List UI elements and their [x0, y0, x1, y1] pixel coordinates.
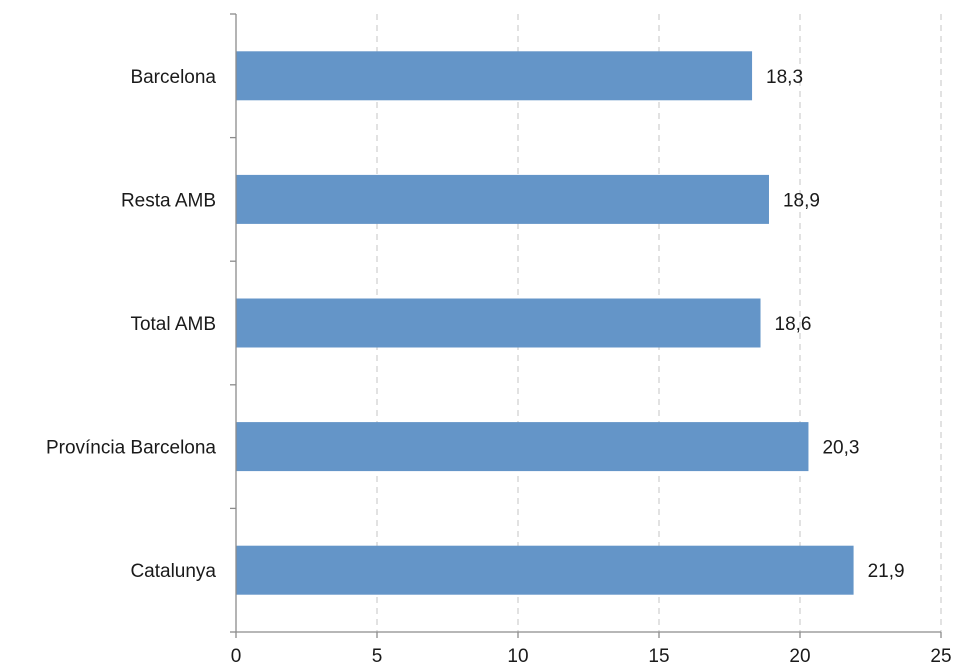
bar-total-amb — [236, 298, 761, 348]
category-label: Catalunya — [130, 561, 216, 582]
bar-resta-amb — [236, 174, 769, 224]
data-label: 18,3 — [766, 67, 803, 88]
bar-província-barcelona — [236, 422, 809, 472]
x-tick-label: 20 — [789, 646, 810, 667]
data-label: 21,9 — [868, 561, 905, 582]
axes — [230, 13, 942, 638]
x-tick-label: 5 — [372, 646, 383, 667]
category-label: Barcelona — [130, 67, 216, 88]
data-label: 18,9 — [783, 190, 820, 211]
labels: 18,3 Barcelona 18,9 Resta AMB 18,6 Total AMB 2… — [46, 67, 952, 667]
data-label: 20,3 — [822, 438, 859, 459]
category-label: Total AMB — [130, 314, 216, 335]
x-tick-label: 10 — [507, 646, 528, 667]
x-tick-label: 15 — [648, 646, 669, 667]
x-tick-label: 0 — [231, 646, 242, 667]
bars — [236, 51, 854, 595]
category-label: Província Barcelona — [46, 438, 216, 459]
data-label: 18,6 — [775, 314, 812, 335]
x-tick-label: 25 — [930, 646, 951, 667]
bar-catalunya — [236, 545, 854, 595]
bar-barcelona — [236, 51, 753, 101]
category-label: Resta AMB — [121, 190, 216, 211]
